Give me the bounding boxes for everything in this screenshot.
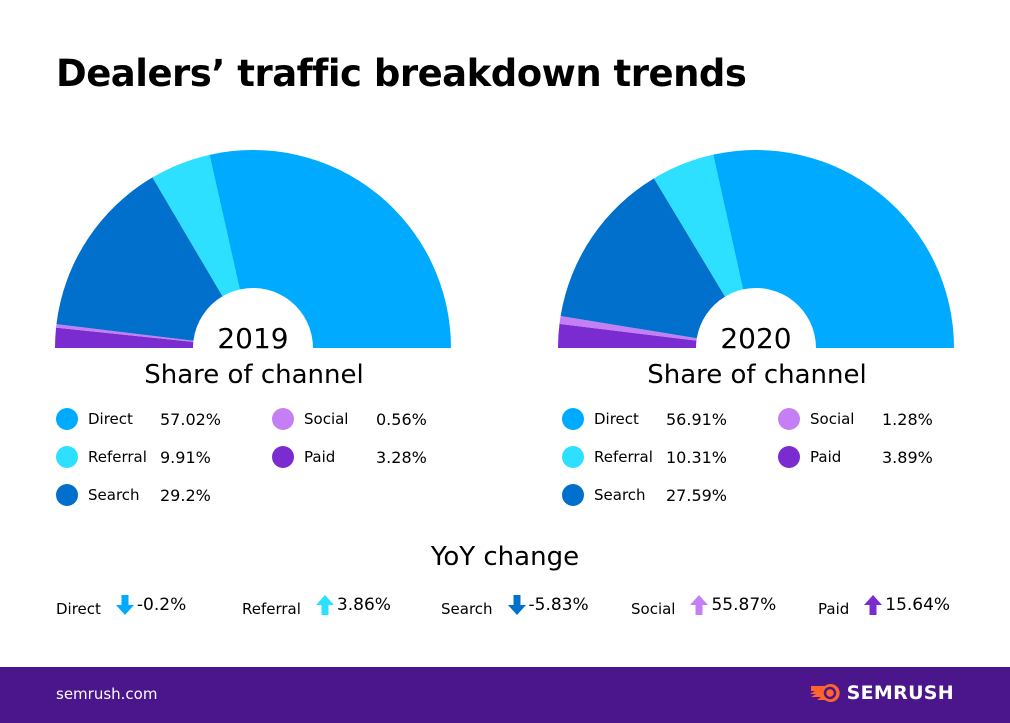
legend-item-social: Social 1.28% bbox=[778, 408, 933, 430]
slice-social bbox=[559, 315, 697, 341]
chart-subtitle: Share of channel bbox=[647, 360, 867, 390]
legend-dot-icon bbox=[562, 408, 584, 430]
legend-label: Search bbox=[594, 486, 646, 504]
legend-label: Direct bbox=[594, 410, 639, 428]
slice-referral bbox=[653, 154, 744, 297]
legend-dot-icon bbox=[562, 484, 584, 506]
legend-dot-icon bbox=[272, 446, 294, 468]
slice-direct bbox=[713, 150, 954, 348]
yoy-label: Paid bbox=[818, 600, 850, 618]
legend-label: Search bbox=[88, 486, 140, 504]
legend-value: 27.59% bbox=[666, 485, 728, 505]
legend-item-direct: Direct 56.91% bbox=[562, 408, 727, 430]
yoy-value: -5.83% bbox=[528, 595, 589, 615]
yoy-value: 15.64% bbox=[885, 595, 951, 615]
legend-value: 56.91% bbox=[666, 409, 728, 429]
arrow-up-icon bbox=[864, 595, 883, 615]
legend-dot-icon bbox=[56, 446, 78, 468]
legend-dot-icon bbox=[56, 408, 78, 430]
semrush-flame-icon bbox=[809, 684, 840, 702]
legend-item-search: Search 27.59% bbox=[562, 484, 727, 506]
legend-value: 9.91% bbox=[160, 447, 211, 467]
legend-item-search: Search 29.2% bbox=[56, 484, 211, 506]
chart-year: 2020 bbox=[720, 322, 792, 355]
yoy-value: -0.2% bbox=[136, 595, 187, 615]
legend-dot-icon bbox=[778, 408, 800, 430]
slice-referral bbox=[152, 154, 240, 297]
yoy-label: Search bbox=[441, 600, 493, 618]
arrow-up-icon bbox=[690, 595, 709, 615]
yoy-label: Referral bbox=[242, 600, 301, 618]
page-title: Dealers’ traffic breakdown trends bbox=[56, 52, 747, 95]
legend-label: Referral bbox=[88, 448, 147, 466]
slice-paid bbox=[558, 323, 697, 348]
slice-social bbox=[56, 324, 194, 342]
legend-dot-icon bbox=[56, 484, 78, 506]
slice-paid bbox=[55, 327, 194, 348]
yoy-title: YoY change bbox=[430, 542, 580, 572]
yoy-item-social: Social 55.87% bbox=[631, 594, 777, 618]
slice-direct bbox=[209, 150, 451, 348]
legend-value: 0.56% bbox=[376, 409, 427, 429]
legend-item-direct: Direct 57.02% bbox=[56, 408, 221, 430]
chart-year: 2019 bbox=[217, 322, 289, 355]
yoy-value: 3.86% bbox=[336, 595, 391, 615]
legend-item-referral: Referral 10.31% bbox=[562, 446, 727, 468]
footer: semrush.com SEMRUSH bbox=[0, 667, 1010, 723]
legend-value: 10.31% bbox=[666, 447, 728, 467]
slice-search bbox=[560, 178, 726, 339]
legend-item-paid: Paid 3.89% bbox=[778, 446, 933, 468]
arrow-up-icon bbox=[315, 595, 334, 615]
legend-item-paid: Paid 3.28% bbox=[272, 446, 427, 468]
legend-label: Social bbox=[304, 410, 349, 428]
legend-value: 3.89% bbox=[882, 447, 933, 467]
slice-search bbox=[56, 177, 223, 341]
legend-label: Referral bbox=[594, 448, 653, 466]
legend-label: Social bbox=[810, 410, 855, 428]
yoy-item-paid: Paid 15.64% bbox=[818, 594, 951, 618]
legend-item-social: Social 0.56% bbox=[272, 408, 427, 430]
arrow-down-icon bbox=[115, 595, 134, 615]
chart-subtitle: Share of channel bbox=[144, 360, 364, 390]
legend-value: 29.2% bbox=[160, 485, 211, 505]
yoy-item-search: Search -5.83% bbox=[441, 594, 589, 618]
yoy-item-referral: Referral 3.86% bbox=[242, 594, 391, 618]
legend-dot-icon bbox=[272, 408, 294, 430]
legend-value: 1.28% bbox=[882, 409, 933, 429]
yoy-item-direct: Direct -0.2% bbox=[56, 594, 187, 618]
legend-label: Direct bbox=[88, 410, 133, 428]
site-link[interactable]: semrush.com bbox=[56, 685, 158, 703]
yoy-value: 55.87% bbox=[711, 595, 777, 615]
legend-value: 57.02% bbox=[160, 409, 222, 429]
semrush-logo: SEMRUSH bbox=[809, 682, 954, 704]
legend-item-referral: Referral 9.91% bbox=[56, 446, 211, 468]
legend-dot-icon bbox=[562, 446, 584, 468]
yoy-label: Direct bbox=[56, 600, 101, 618]
legend-value: 3.28% bbox=[376, 447, 427, 467]
legend-dot-icon bbox=[778, 446, 800, 468]
legend-label: Paid bbox=[304, 448, 336, 466]
legend-label: Paid bbox=[810, 448, 842, 466]
yoy-label: Social bbox=[631, 600, 676, 618]
chart-2020 bbox=[558, 150, 954, 348]
chart-2019 bbox=[55, 150, 451, 348]
arrow-down-icon bbox=[507, 595, 526, 615]
